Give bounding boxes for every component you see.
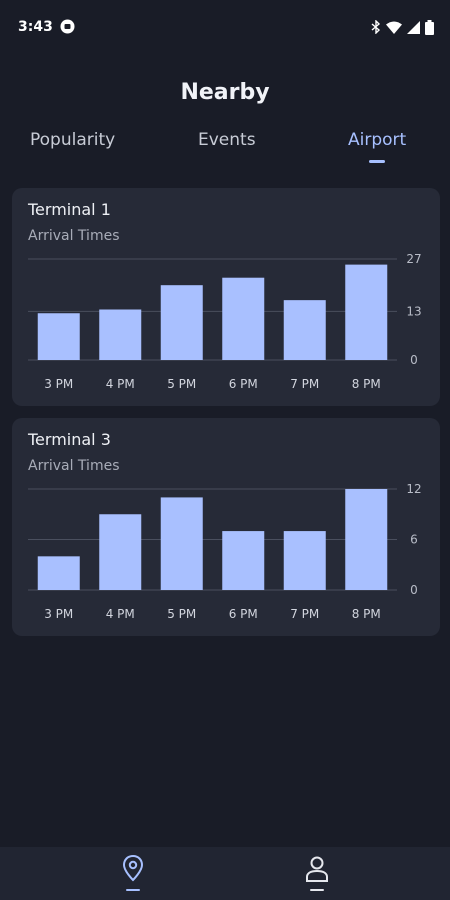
- x-tick-label: 5 PM: [167, 607, 196, 621]
- bar: [345, 264, 388, 360]
- card-subtitle: Arrival Times: [28, 228, 120, 244]
- bar: [160, 285, 203, 360]
- card-title: Terminal 3: [28, 430, 111, 449]
- nav-item-nearby[interactable]: [113, 853, 153, 895]
- tab-bar: Popularity Events Airport: [0, 130, 450, 170]
- status-time: 3:43: [18, 19, 53, 35]
- y-tick-label: 27: [406, 252, 421, 266]
- terminal-1-card: Terminal 1 Arrival Times 0 13 27 3 PM 4 PM 5 …: [12, 188, 440, 406]
- bluetooth-icon: [371, 20, 381, 34]
- bar: [283, 531, 326, 590]
- active-tab-indicator: [369, 160, 385, 163]
- terminal-1-bar-chart: 0 13 27 3 PM 4 PM 5 PM 6 PM 7 PM 8 PM: [28, 252, 422, 391]
- y-tick-label: 0: [410, 583, 418, 597]
- card-title: Terminal 1: [28, 200, 111, 219]
- bar: [283, 300, 326, 360]
- bar: [99, 309, 142, 360]
- terminal-3-card: Terminal 3 Arrival Times 0 6 12 3 PM 4 PM 5 P…: [12, 418, 440, 636]
- x-tick-label: 7 PM: [290, 377, 319, 391]
- bar: [37, 313, 80, 360]
- x-tick-label: 8 PM: [352, 377, 381, 391]
- bar: [345, 489, 388, 590]
- card-subtitle: Arrival Times: [28, 458, 120, 474]
- terminal-3-bar-chart: 0 6 12 3 PM 4 PM 5 PM 6 PM 7 PM 8 PM: [28, 482, 422, 621]
- y-tick-label: 0: [410, 353, 418, 367]
- x-tick-label: 3 PM: [44, 377, 73, 391]
- cell-signal-icon: [407, 20, 420, 34]
- x-tick-label: 6 PM: [229, 607, 258, 621]
- y-tick-label: 6: [410, 533, 418, 547]
- nav-indicator: [310, 889, 324, 891]
- bottom-navigation: [0, 847, 450, 900]
- x-tick-label: 6 PM: [229, 377, 258, 391]
- y-tick-label: 13: [406, 304, 421, 318]
- y-tick-label: 12: [406, 482, 421, 496]
- tab-airport[interactable]: Airport: [348, 130, 407, 150]
- x-tick-label: 4 PM: [106, 377, 135, 391]
- battery-icon: [425, 19, 434, 35]
- x-tick-label: 4 PM: [106, 607, 135, 621]
- tab-popularity[interactable]: Popularity: [30, 130, 116, 150]
- x-tick-label: 3 PM: [44, 607, 73, 621]
- bar: [222, 531, 265, 590]
- nav-item-profile[interactable]: [297, 853, 337, 895]
- bar: [160, 497, 203, 590]
- x-tick-label: 7 PM: [290, 607, 319, 621]
- x-tick-label: 8 PM: [352, 607, 381, 621]
- bar: [37, 556, 80, 590]
- x-tick-label: 5 PM: [167, 377, 196, 391]
- bar: [99, 514, 142, 590]
- page-title: Nearby: [180, 80, 270, 105]
- tab-events[interactable]: Events: [198, 130, 256, 150]
- status-bar: 3:43: [0, 0, 450, 54]
- profile-icon: [306, 856, 328, 882]
- notification-app-icon: [60, 19, 75, 34]
- bar: [222, 277, 265, 360]
- active-nav-indicator: [126, 889, 140, 891]
- location-pin-icon: [122, 854, 144, 882]
- wifi-icon: [386, 21, 402, 34]
